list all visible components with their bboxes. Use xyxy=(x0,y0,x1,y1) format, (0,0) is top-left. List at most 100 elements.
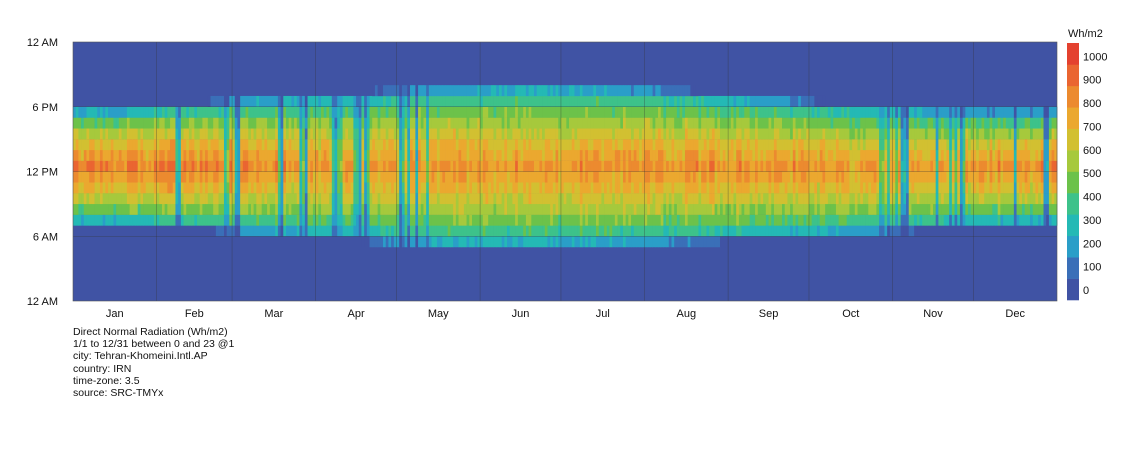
heatmap-cell xyxy=(412,106,416,118)
heatmap-cell xyxy=(420,149,424,161)
heatmap-cell xyxy=(965,182,969,194)
heatmap-cell xyxy=(666,193,670,205)
heatmap-cell xyxy=(655,193,659,205)
heatmap-cell xyxy=(733,149,737,161)
heatmap-cell xyxy=(337,193,341,205)
heatmap-cell xyxy=(695,139,699,151)
heatmap-cell xyxy=(469,203,473,215)
heatmap-cell xyxy=(534,139,538,151)
heatmap-cell xyxy=(515,193,519,205)
heatmap-cell xyxy=(264,182,268,194)
heatmap-cell xyxy=(455,203,459,215)
heatmap-cell xyxy=(81,106,85,118)
heatmap-cell xyxy=(682,193,686,205)
heatmap-cell xyxy=(593,236,597,248)
heatmap-cell xyxy=(426,106,430,118)
heatmap-cell xyxy=(604,149,608,161)
heatmap-cell xyxy=(725,171,729,183)
heatmap-cell xyxy=(631,214,635,226)
heatmap-cell xyxy=(544,160,548,172)
heatmap-cell xyxy=(218,95,222,107)
heatmap-cell xyxy=(1005,160,1009,172)
heatmap-cell xyxy=(838,139,842,151)
heatmap-cell xyxy=(574,236,578,248)
heatmap-cell xyxy=(428,149,432,161)
heatmap-cell xyxy=(94,139,98,151)
heatmap-cell xyxy=(569,149,573,161)
heatmap-cell xyxy=(862,225,866,237)
heatmap-cell xyxy=(507,139,511,151)
heatmap-cell xyxy=(631,117,635,129)
heatmap-cell xyxy=(730,128,734,140)
heatmap-cell xyxy=(329,117,333,129)
heatmap-cell xyxy=(253,214,257,226)
heatmap-cell xyxy=(900,160,904,172)
heatmap-cell xyxy=(277,149,281,161)
heatmap-cell xyxy=(159,214,163,226)
heatmap-cell xyxy=(547,214,551,226)
heatmap-cell xyxy=(736,106,740,118)
heatmap-cell xyxy=(771,193,775,205)
heatmap-cell xyxy=(965,139,969,151)
heatmap-cell xyxy=(299,149,303,161)
heatmap-cell xyxy=(852,117,856,129)
heatmap-cell xyxy=(625,95,629,107)
heatmap-cell xyxy=(232,139,236,151)
heatmap-cell xyxy=(237,171,241,183)
heatmap-cell xyxy=(693,182,697,194)
heatmap-cell xyxy=(649,203,653,215)
heatmap-cell xyxy=(418,95,422,107)
heatmap-cell xyxy=(388,117,392,129)
heatmap-cell xyxy=(466,128,470,140)
heatmap-cell xyxy=(790,203,794,215)
heatmap-cell xyxy=(555,139,559,151)
heatmap-cell xyxy=(733,182,737,194)
heatmap-cell xyxy=(471,236,476,248)
heatmap-cell xyxy=(369,193,373,205)
heatmap-cell xyxy=(78,160,82,172)
heatmap-cell xyxy=(647,139,651,151)
heatmap-cell xyxy=(604,203,608,215)
heatmap-cell xyxy=(358,117,362,129)
heatmap-cell xyxy=(393,193,397,205)
heatmap-cell xyxy=(474,203,478,215)
heatmap-cell xyxy=(501,203,505,215)
heatmap-cell xyxy=(709,225,713,237)
heatmap-cell xyxy=(655,95,659,107)
heatmap-cell xyxy=(471,160,476,172)
heatmap-cell xyxy=(984,106,988,118)
heatmap-cell xyxy=(393,203,397,215)
heatmap-cell xyxy=(879,214,883,226)
heatmap-cell xyxy=(684,203,689,215)
heatmap-cell xyxy=(892,214,896,226)
heatmap-cell xyxy=(512,236,516,248)
heatmap-cell xyxy=(334,95,338,107)
heatmap-cell xyxy=(633,149,637,161)
heatmap-cell xyxy=(614,193,618,205)
heatmap-cell xyxy=(728,128,732,140)
heatmap-cell xyxy=(590,171,594,183)
heatmap-cell xyxy=(879,149,883,161)
heatmap-cell xyxy=(755,128,759,140)
heatmap-cell xyxy=(684,85,689,97)
heatmap-cell xyxy=(800,203,804,215)
heatmap-cell xyxy=(854,139,858,151)
heatmap-cell xyxy=(223,182,228,194)
heatmap-cell xyxy=(108,214,112,226)
heatmap-cell xyxy=(447,106,451,118)
heatmap-cell xyxy=(312,117,316,129)
heatmap-cell xyxy=(507,106,511,118)
heatmap-cell xyxy=(99,149,104,161)
heatmap-cell xyxy=(830,139,834,151)
heatmap-cell xyxy=(380,236,384,248)
heatmap-cell xyxy=(399,182,403,194)
heatmap-cell xyxy=(94,171,98,183)
heatmap-cell xyxy=(639,106,643,118)
heatmap-cell xyxy=(461,236,465,248)
heatmap-cell xyxy=(426,203,430,215)
heatmap-cell xyxy=(221,139,225,151)
heatmap-cell xyxy=(458,203,462,215)
heatmap-cell xyxy=(676,117,680,129)
heatmap-cell xyxy=(240,182,244,194)
heatmap-cell xyxy=(787,203,791,215)
